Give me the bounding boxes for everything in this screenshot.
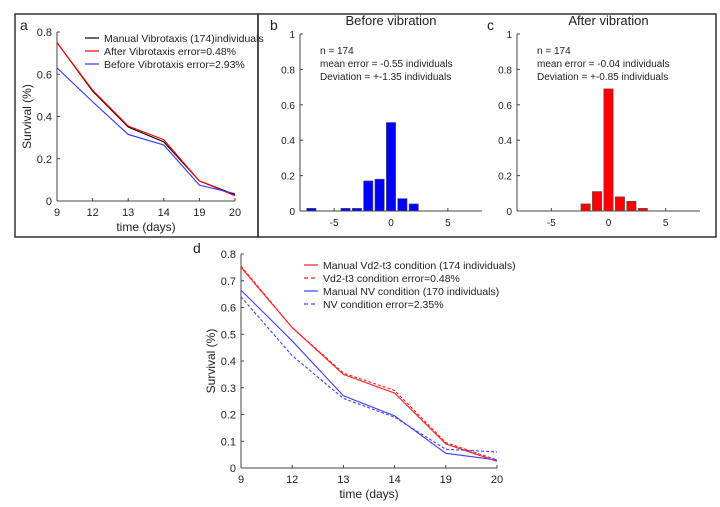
x-tick-label: 19 [440,474,452,486]
y-tick-label: 0.4 [498,136,512,147]
annotation: mean error = -0.04 individuals [537,59,670,70]
legend-entry: Manual NV condition (170 individuals) [323,286,499,298]
y-tick-label: 0.4 [281,136,295,147]
panel-label-b: b [270,17,278,33]
y-tick-label: 0.6 [37,69,52,81]
x-tick-label: 9 [54,207,60,219]
histogram-bar [626,200,637,212]
annotation: n = 174 [537,46,571,57]
y-tick-label: 0.3 [221,383,236,395]
y-tick-label: 0.7 [221,276,236,288]
annotation: n = 174 [320,46,354,57]
y-tick-label: 1 [506,30,512,41]
histogram-bar [592,191,603,212]
panel-label-c: c [487,17,494,33]
y-tick-label: 0 [230,463,236,475]
y-tick-label: 0 [506,207,512,218]
y-tick-label: 0.8 [498,65,512,76]
y-tick-label: 0.6 [221,303,236,315]
y-tick-label: 0.6 [281,101,295,112]
series-line-3 [240,296,498,453]
x-tick-label: 20 [229,207,241,219]
histogram-bar [637,208,648,212]
y-tick-label: 0.2 [221,410,236,422]
y-tick-label: 0.1 [221,436,236,448]
y-tick-label: 1 [289,30,295,41]
histogram-bar [374,178,385,212]
x-tick-label: 20 [491,474,503,486]
series-line-2 [240,289,498,461]
y-axis-label: Survival (%) [204,329,218,394]
panel-label-d: d [193,240,201,256]
series-line-2 [56,67,236,195]
y-tick-label: 0.4 [37,112,52,124]
y-tick-label: 0 [289,207,295,218]
chart-title: Before vibration [345,13,436,28]
histogram-bar [363,180,374,212]
x-axis-label: time (days) [116,220,175,234]
x-tick-label: 12 [286,474,298,486]
y-tick-label: 0.2 [37,154,52,166]
histogram-bar [614,196,625,212]
series-line-1 [56,42,236,197]
y-tick-label: 0.4 [221,356,236,368]
annotation: mean error = -0.55 individuals [320,59,453,70]
x-tick-label: -5 [547,218,556,229]
x-tick-label: -5 [330,218,339,229]
x-tick-label: 12 [86,207,98,219]
x-tick-label: 0 [388,218,394,229]
annotation: Deviation = +-1.35 individuals [320,72,451,83]
x-tick-label: 0 [606,218,612,229]
histogram-bar [397,198,408,212]
x-tick-label: 13 [337,474,349,486]
histogram-bar [351,208,362,212]
x-tick-label: 19 [193,207,205,219]
x-tick-label: 5 [663,218,669,229]
y-tick-label: 0 [46,196,52,208]
legend-entry: Manual Vd2-t3 condition (174 individuals… [323,260,516,272]
histogram-bar [580,203,591,212]
histogram-bar [386,122,396,212]
histogram-bar [603,88,614,212]
x-tick-label: 13 [122,207,134,219]
y-tick-label: 0.2 [498,172,512,183]
legend-entry: Before Vibrotaxis error=2.93% [104,59,245,71]
legend-entry: Vd2-t3 condition error=0.48% [323,273,460,285]
annotation: Deviation = +-0.85 individuals [537,72,668,83]
y-tick-label: 0.8 [37,27,52,39]
y-tick-label: 0.2 [281,172,295,183]
y-axis-label: Survival (%) [20,84,34,149]
chart-title: After vibration [568,13,648,28]
panel-label-a: a [20,17,28,33]
legend-entry: After Vibrotaxis error=0.48% [104,46,236,58]
y-tick-label: 0.5 [221,329,236,341]
x-tick-label: 5 [445,218,451,229]
legend-entry: NV condition error=2.35% [323,299,444,311]
x-axis-label: time (days) [339,487,398,501]
x-tick-label: 14 [158,207,170,219]
histogram-bar [340,208,351,212]
y-tick-label: 0.8 [221,249,236,261]
legend-entry: Manual Vibrotaxis (174)individuals [104,33,264,45]
histogram-bar [306,208,317,212]
y-tick-label: 0.6 [498,101,512,112]
x-tick-label: 9 [238,474,244,486]
x-tick-label: 14 [388,474,400,486]
panel-bc-frame [257,13,717,238]
histogram-bar [408,203,419,212]
series-line-1 [240,265,498,461]
y-tick-label: 0.8 [281,65,295,76]
